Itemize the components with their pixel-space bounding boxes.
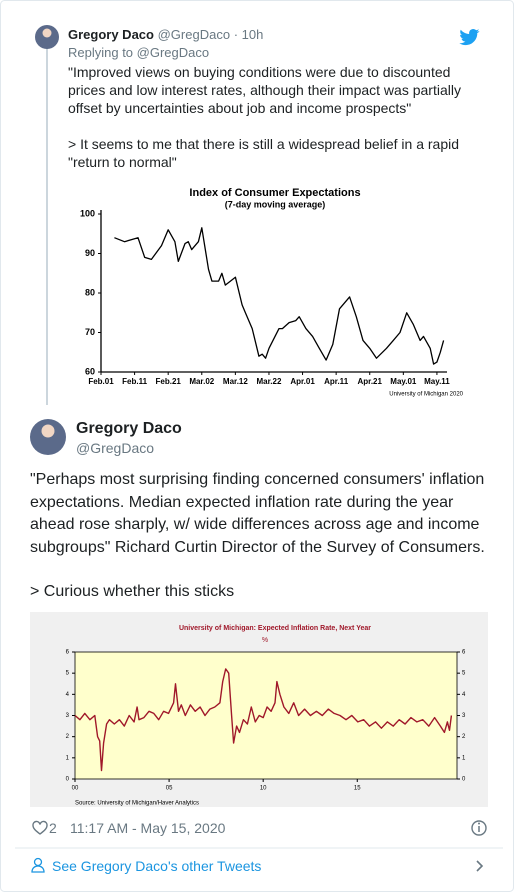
y-tick-label: 4 (66, 692, 70, 698)
avatar-face (42, 28, 52, 38)
y2-tick-label: 0 (462, 777, 466, 783)
x-tick-label: Feb.01 (88, 377, 114, 386)
y2-tick-label: 1 (462, 755, 466, 761)
handle[interactable]: @GregDaco (76, 440, 155, 456)
paragraph: "Improved views on buying conditions wer… (68, 64, 461, 116)
x-tick-label: Apr.21 (358, 377, 383, 386)
paragraph: > It seems to me that there is still a w… (68, 136, 460, 170)
like-count[interactable]: 2 (49, 820, 57, 836)
chart-title: University of Michigan: Expected Inflati… (179, 625, 371, 632)
avatar-face (41, 424, 55, 438)
x-tick-label: May.11 (424, 377, 450, 386)
data-line (114, 227, 445, 365)
y-tick-label: 2 (66, 734, 70, 740)
plot-area (74, 651, 458, 780)
y2-tick-label: 5 (462, 671, 466, 677)
paragraph: > Curious whether this sticks (30, 583, 235, 600)
like-icon[interactable] (32, 820, 48, 835)
author-name[interactable]: Gregory Daco (76, 420, 182, 437)
x-tick-label: Apr.11 (324, 377, 349, 386)
data-line (74, 668, 453, 772)
time[interactable]: 10h (241, 27, 264, 42)
x-tick-label: 00 (72, 786, 79, 792)
y-tick-label: 80 (85, 287, 95, 297)
chart-source: University of Michigan 2020 (389, 392, 463, 398)
y2-tick-label: 2 (462, 734, 466, 740)
y2-tick-label: 6 (462, 650, 466, 656)
other-tweets-link[interactable]: See Gregory Daco's other Tweets (52, 858, 262, 874)
quoted-text: "Improved views on buying conditions wer… (68, 63, 488, 171)
y-tick-label: 70 (85, 327, 95, 337)
y-tick-label: 1 (66, 755, 70, 761)
y-tick-label: 100 (80, 208, 95, 218)
info-icon[interactable] (471, 820, 487, 836)
chart-source: Source: University of Michigan/Haver Ana… (75, 801, 199, 807)
x-tick-label: 10 (260, 786, 267, 792)
unit-label: % (262, 637, 268, 644)
separator: · (233, 27, 239, 42)
x-tick-label: 15 (354, 786, 361, 792)
chart-title: Index of Consumer Expectations (189, 187, 360, 199)
x-tick-label: 05 (166, 786, 173, 792)
x-tick-label: May.01 (390, 377, 417, 386)
y2-tick-label: 4 (462, 692, 466, 698)
replying-label: Replying to (68, 45, 134, 60)
author-name[interactable]: Gregory Daco (68, 27, 154, 42)
replying-to: Replying to @GregDaco (68, 45, 209, 60)
chart-subtitle: (7-day moving average) (225, 199, 326, 209)
x-tick-label: Mar.02 (189, 377, 214, 386)
y2-tick-label: 3 (462, 713, 466, 719)
paragraph: "Perhaps most surprising finding concern… (30, 471, 485, 556)
x-tick-label: Mar.22 (257, 377, 282, 386)
person-icon-body (31, 865, 45, 873)
twitter-logo[interactable] (459, 29, 480, 46)
y-tick-label: 0 (66, 777, 70, 783)
x-tick-label: Apr.01 (290, 377, 315, 386)
tweet-text: "Perhaps most surprising finding concern… (30, 469, 502, 604)
x-tick-label: Feb.21 (156, 377, 182, 386)
timestamp[interactable]: 11:17 AM - May 15, 2020 (70, 820, 226, 836)
chevron[interactable] (476, 860, 484, 872)
x-tick-label: Mar.12 (223, 377, 248, 386)
info-icon-dot (478, 822, 480, 825)
handle[interactable]: @GregDaco (157, 27, 231, 42)
x-tick-label: Feb.11 (122, 377, 147, 386)
y-tick-label: 3 (66, 713, 70, 719)
quoted-header: Gregory Daco @GregDaco · 10h (68, 27, 263, 42)
y-tick-label: 6 (66, 650, 70, 656)
replying-handle[interactable]: @GregDaco (136, 45, 210, 60)
y-tick-label: 60 (85, 366, 95, 376)
y-tick-label: 5 (66, 671, 70, 677)
y-tick-label: 90 (85, 248, 95, 258)
